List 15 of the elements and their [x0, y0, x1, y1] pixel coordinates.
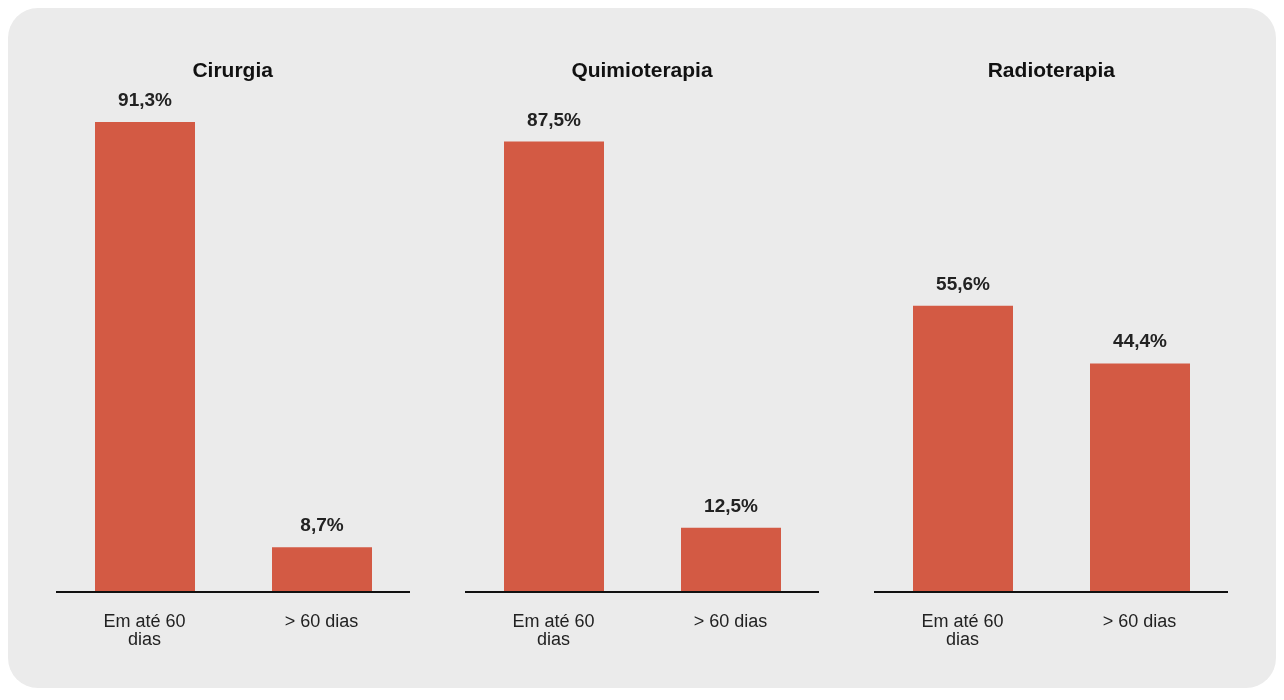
chart-title: Radioterapia [987, 58, 1115, 82]
data-label: 91,3% [117, 89, 172, 110]
x-tick-label: Em até 60 dias [921, 610, 1004, 649]
data-label: 87,5% [527, 108, 582, 130]
x-tick-label: Em até 60 dias [103, 610, 186, 649]
x-tick-label: Em até 60 dias [512, 610, 595, 649]
data-label: 44,4% [1113, 330, 1168, 352]
x-tick-label: > 60 dias [284, 610, 358, 631]
chart-title: Cirurgia [192, 58, 273, 82]
x-tick-label: > 60 dias [693, 610, 768, 631]
x-tick-label: > 60 dias [1103, 610, 1177, 631]
data-label: 12,5% [704, 494, 759, 516]
data-label: 8,7% [300, 514, 344, 536]
chart-title: Quimioterapia [571, 58, 713, 82]
data-label: 55,6% [936, 272, 991, 294]
